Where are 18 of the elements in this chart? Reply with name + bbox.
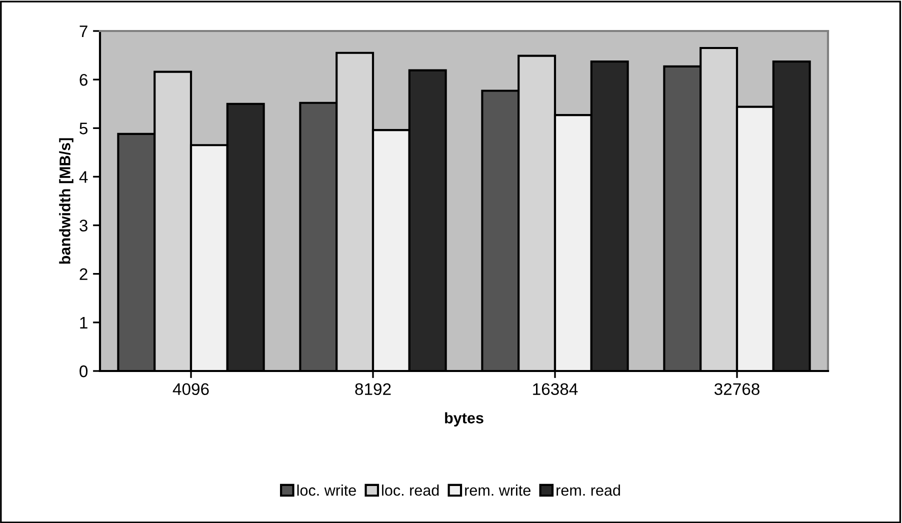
legend-label: loc. read bbox=[382, 484, 439, 496]
legend-label: rem. read bbox=[556, 484, 620, 496]
legend-label: rem. write bbox=[465, 484, 530, 496]
x-tick-label: 4096 bbox=[172, 383, 209, 396]
y-axis-title: bandwidth [MB/s] bbox=[59, 138, 74, 264]
y-tick-label: 7 bbox=[80, 26, 88, 38]
x-tick-label: 32768 bbox=[714, 383, 760, 396]
x-axis-title: bytes bbox=[445, 412, 484, 426]
y-tick-label: 3 bbox=[80, 220, 88, 232]
legend-label: loc. write bbox=[297, 484, 356, 496]
x-tick-label: 8192 bbox=[355, 383, 391, 396]
y-tick-label: 1 bbox=[80, 317, 88, 328]
y-tick-label: 0 bbox=[80, 365, 88, 378]
x-tick-label: 16384 bbox=[533, 383, 578, 396]
y-tick-label: 6 bbox=[80, 74, 88, 86]
y-tick-label: 5 bbox=[80, 122, 88, 134]
y-tick-label: 4 bbox=[79, 171, 88, 183]
y-tick-label: 2 bbox=[80, 268, 88, 280]
